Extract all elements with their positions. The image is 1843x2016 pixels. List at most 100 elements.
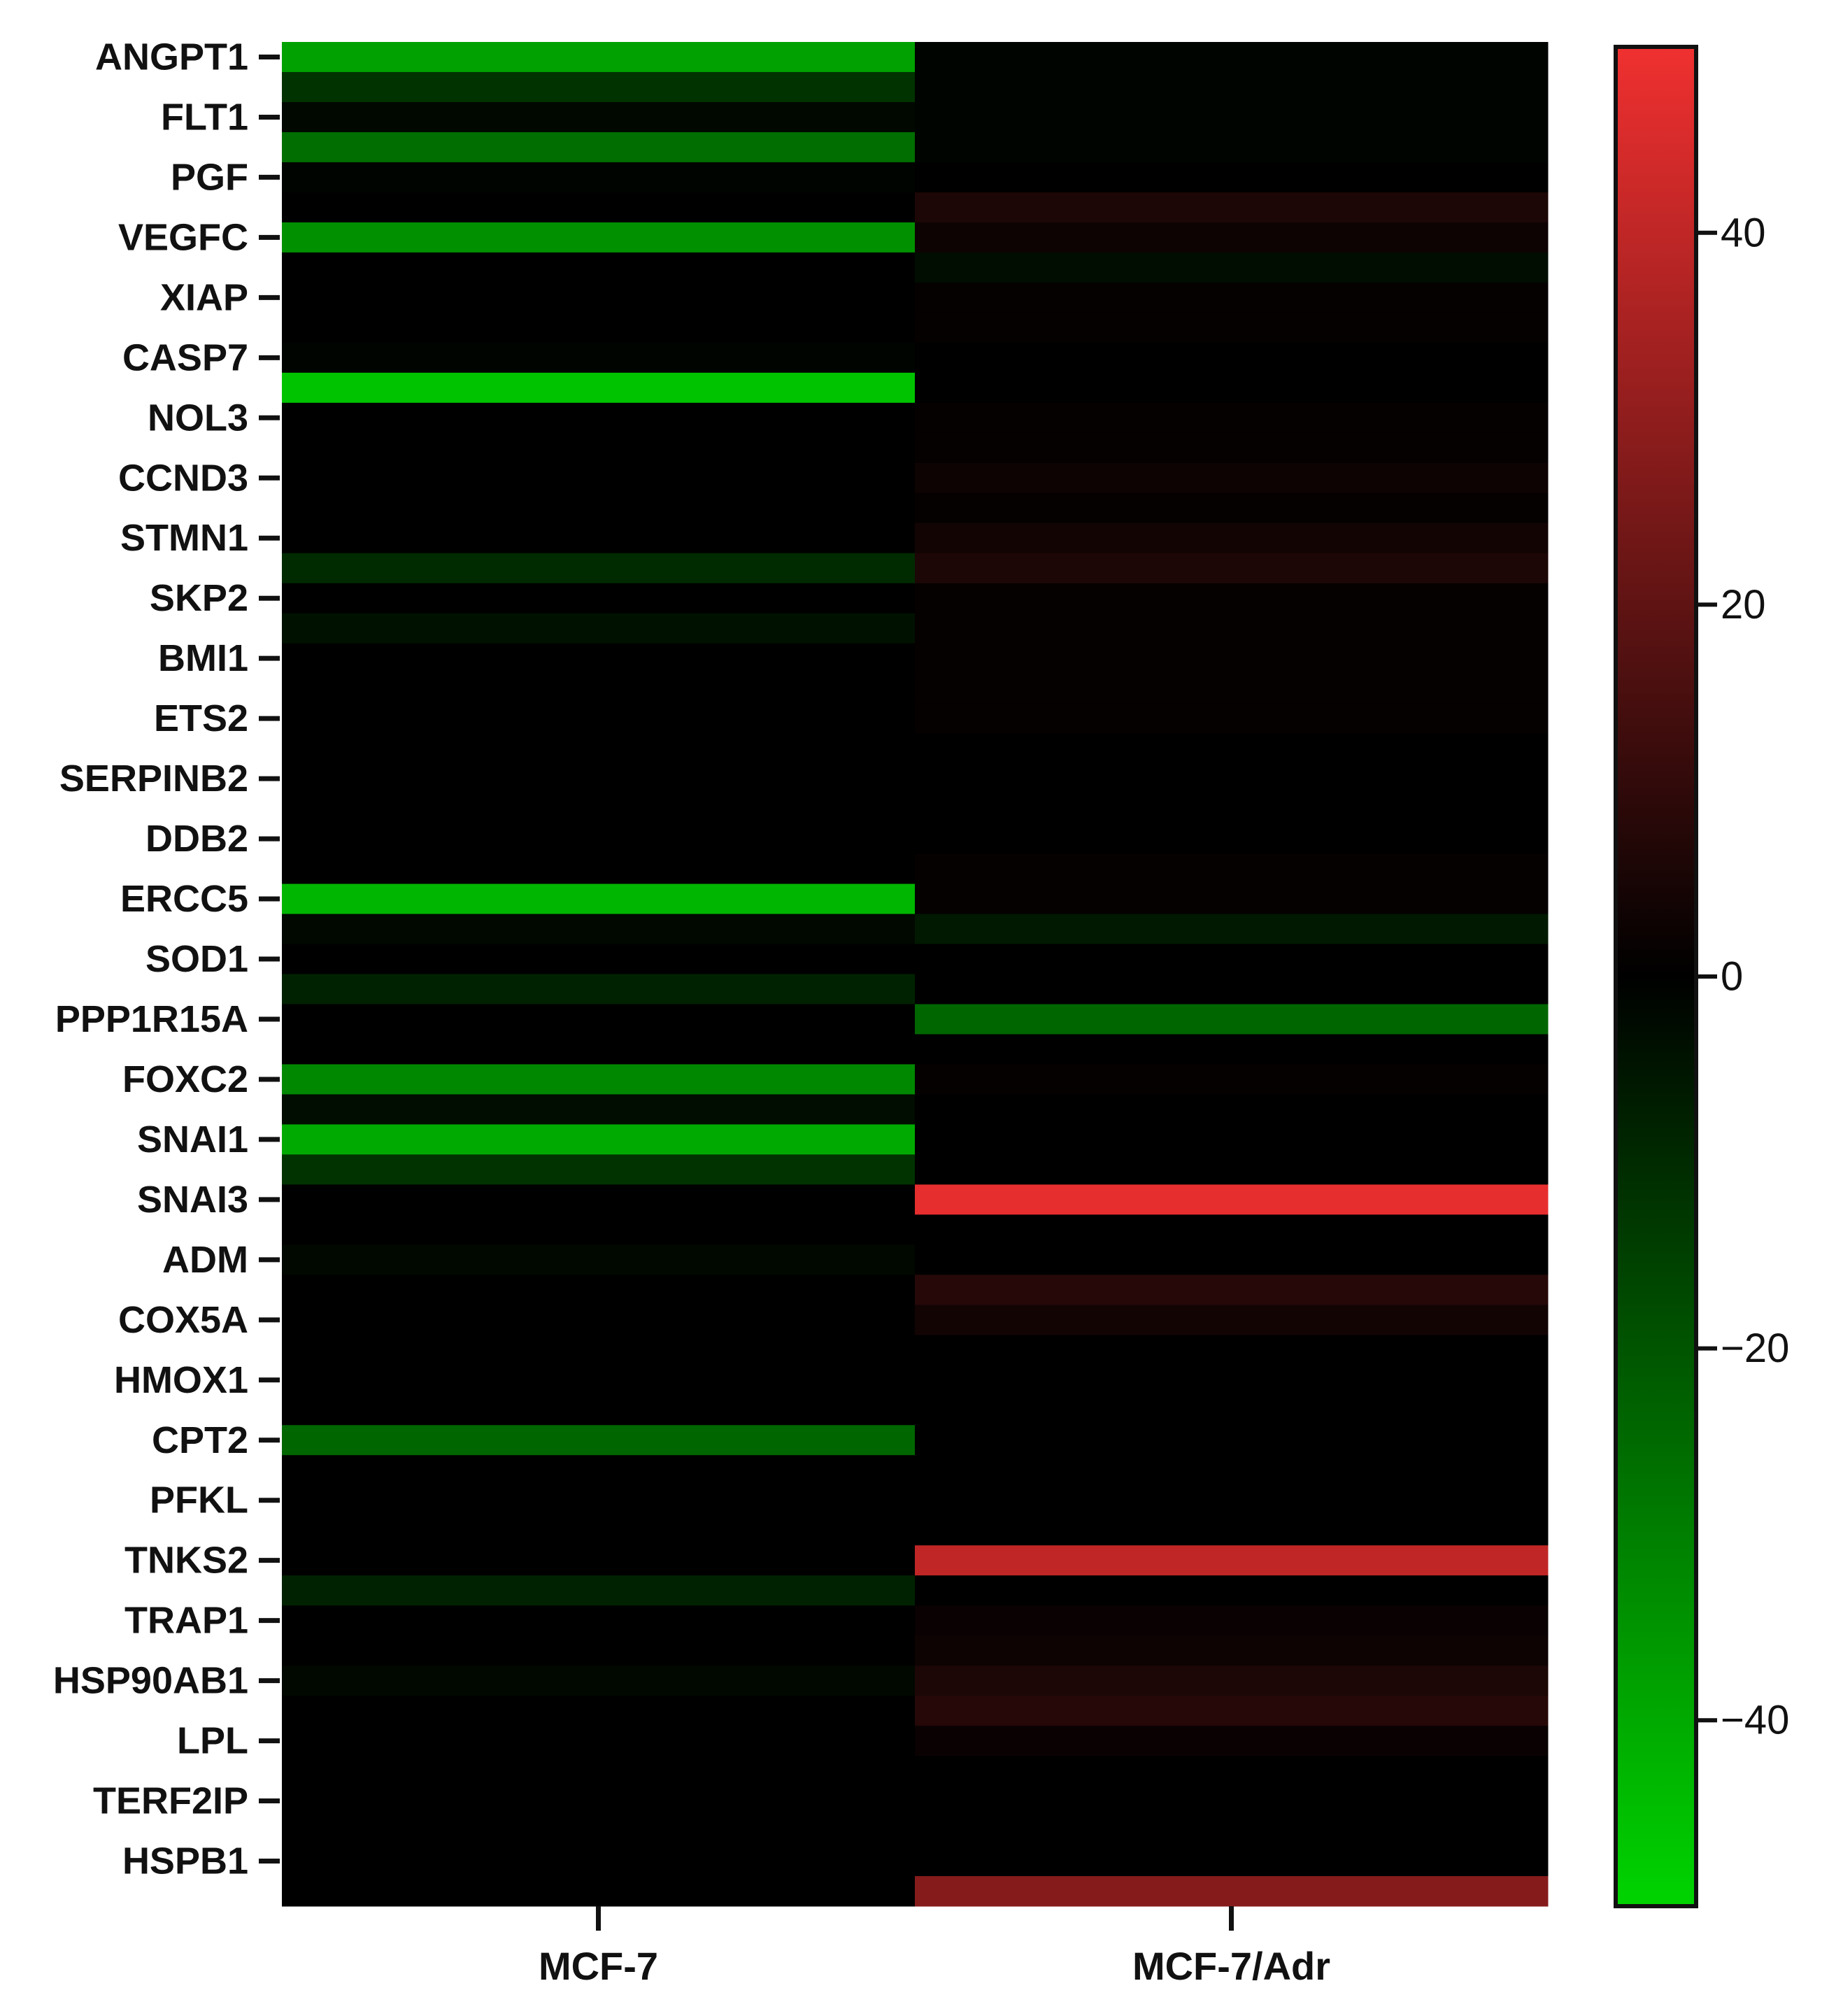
- row-label-hsp90ab1: HSP90AB1: [53, 1660, 248, 1702]
- row-label-skp2: SKP2: [150, 577, 248, 619]
- column-label-mcf-7-adr: MCF-7/Adr: [1132, 1944, 1330, 1988]
- row-label-tnks2: TNKS2: [124, 1540, 248, 1582]
- heatmap-cell: [282, 914, 916, 945]
- heatmap-cell: [915, 944, 1549, 974]
- row-label-snai3: SNAI3: [137, 1179, 248, 1221]
- heatmap-cell: [282, 1425, 916, 1456]
- heatmap-cell: [282, 222, 916, 253]
- heatmap-cell: [282, 101, 916, 133]
- heatmap-cell: [915, 613, 1549, 644]
- colorbar-gradient: [1614, 45, 1698, 1908]
- heatmap-cell: [282, 462, 916, 494]
- row-label-ets2: ETS2: [154, 697, 248, 739]
- heatmap-cell: [282, 1455, 916, 1486]
- heatmap-cell: [282, 793, 916, 825]
- heatmap-cell: [915, 1124, 1549, 1155]
- heatmap-cell: [915, 1846, 1549, 1877]
- heatmap-cell: [282, 252, 916, 283]
- heatmap-cell: [282, 763, 916, 795]
- heatmap-cell: [915, 1214, 1549, 1245]
- heatmap-cell: [915, 1696, 1549, 1726]
- heatmap-cell: [915, 643, 1549, 674]
- heatmap-cell: [915, 342, 1549, 374]
- heatmap-cell: [915, 1756, 1549, 1787]
- heatmap-cell: [915, 1635, 1549, 1666]
- row-labels: ANGPT1 FLT1 PGF VEGFC XIAP CASP7 NOL3 CCND3 STMN…: [53, 36, 248, 1882]
- heatmap-cell: [915, 1816, 1549, 1847]
- heatmap-cell: [282, 1786, 916, 1817]
- heatmap-cell: [282, 1094, 916, 1125]
- heatmap-cell: [915, 42, 1549, 73]
- heatmap-cell: [282, 342, 916, 374]
- colorbar-tick-label: 0: [1721, 954, 1743, 1000]
- heatmap-cell: [282, 1184, 916, 1215]
- heatmap-cell: [282, 1605, 916, 1636]
- row-label-angpt1: ANGPT1: [95, 36, 248, 78]
- heatmap-cell: [282, 432, 916, 464]
- heatmap-cell: [915, 553, 1549, 584]
- heatmap-cell: [282, 1876, 916, 1907]
- heatmap-cell: [915, 1605, 1549, 1636]
- heatmap-cell: [915, 1335, 1549, 1365]
- heatmap-cell: [915, 252, 1549, 283]
- column-labels: MCF-7 MCF-7/Adr: [539, 1944, 1330, 1988]
- heatmap-cell: [282, 673, 916, 704]
- heatmap-cell: [915, 1425, 1549, 1456]
- heatmap-cell: [282, 1154, 916, 1185]
- heatmap-cell: [282, 613, 916, 644]
- row-tick-marks: [259, 54, 280, 1864]
- heatmap-cell: [915, 222, 1549, 253]
- heatmap-cell: [915, 1545, 1549, 1576]
- heatmap-cell: [915, 1395, 1549, 1426]
- heatmap-cell: [282, 883, 916, 915]
- row-label-vegfc: VEGFC: [118, 216, 248, 258]
- heatmap-cell: [282, 42, 916, 73]
- heatmap-cell: [282, 1395, 916, 1426]
- heatmap-cell: [915, 793, 1549, 825]
- row-label-xiap: XIAP: [160, 276, 248, 318]
- heatmap-cell: [282, 1064, 916, 1095]
- heatmap-cell: [915, 1876, 1549, 1907]
- heatmap-cell: [915, 1244, 1549, 1275]
- heatmap-cell: [282, 643, 916, 674]
- heatmap-cell: [282, 1214, 916, 1245]
- row-label-adm: ADM: [162, 1239, 248, 1281]
- heatmap-cell: [915, 192, 1549, 223]
- column-tick-marks: [596, 1906, 1234, 1931]
- heatmap-cell: [915, 162, 1549, 193]
- row-label-stmn1: STMN1: [120, 517, 248, 559]
- heatmap-cell: [915, 853, 1549, 885]
- row-label-ercc5: ERCC5: [120, 878, 248, 920]
- heatmap-cell: [915, 1064, 1549, 1095]
- heatmap-cell: [915, 462, 1549, 494]
- row-label-serpinb2: SERPINB2: [59, 758, 248, 800]
- heatmap-cell: [915, 703, 1549, 734]
- heatmap-cell: [915, 1365, 1549, 1396]
- row-label-snai1: SNAI1: [137, 1119, 248, 1160]
- row-label-sod1: SOD1: [145, 938, 248, 980]
- heatmap-cell: [915, 492, 1549, 524]
- heatmap-cell: [915, 974, 1549, 1005]
- heatmap-cell: [282, 1275, 916, 1305]
- heatmap-cell: [915, 1666, 1549, 1696]
- row-label-pgf: PGF: [171, 156, 248, 198]
- heatmap-cell: [282, 1726, 916, 1756]
- colorbar: 40 20 0 −20 −40: [1614, 45, 1789, 1908]
- heatmap-cell: [282, 1816, 916, 1847]
- row-label-lpl: LPL: [177, 1720, 248, 1762]
- heatmap-cell: [282, 1545, 916, 1576]
- heatmap-cell: [282, 583, 916, 614]
- heatmap-cell: [915, 1786, 1549, 1817]
- heatmap-cell: [915, 914, 1549, 945]
- heatmap-cell: [282, 1485, 916, 1516]
- colorbar-tick-label: 40: [1721, 210, 1766, 255]
- heatmap-cell: [282, 1365, 916, 1396]
- heatmap-cell: [915, 823, 1549, 855]
- row-label-pfkl: PFKL: [150, 1479, 248, 1521]
- heatmap-cell: [282, 1244, 916, 1275]
- heatmap-cell: [282, 1004, 916, 1035]
- column-label-mcf-7: MCF-7: [539, 1944, 658, 1988]
- row-label-cox5a: COX5A: [118, 1299, 248, 1341]
